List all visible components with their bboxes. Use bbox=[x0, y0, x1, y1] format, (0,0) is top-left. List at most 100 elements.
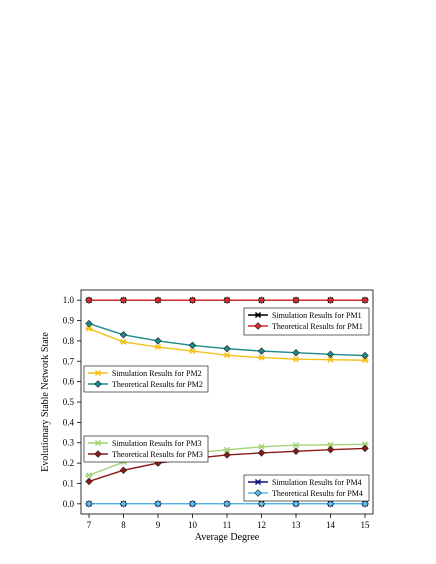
y-axis: 0.0 0.1 0.2 0.3 0.4 0.5 0.6 0.7 0.8 0.9 1.0 bbox=[63, 295, 81, 509]
data-point bbox=[188, 296, 197, 304]
data-point bbox=[85, 500, 93, 508]
data-point bbox=[292, 296, 300, 304]
y-tick-label: 0.0 bbox=[63, 499, 75, 509]
legend-label: Theoretical Results for PM4 bbox=[272, 489, 363, 498]
x-tick-label: 14 bbox=[326, 520, 336, 530]
data-point bbox=[361, 444, 369, 453]
data-point bbox=[361, 351, 369, 360]
legend-box bbox=[243, 474, 370, 502]
data-point bbox=[326, 500, 335, 508]
data-point bbox=[292, 356, 300, 363]
legend-label: Simulation Results for PM3 bbox=[112, 439, 202, 448]
data-point bbox=[154, 500, 162, 508]
data-point bbox=[223, 446, 231, 453]
data-point bbox=[119, 331, 128, 339]
data-point bbox=[188, 341, 197, 350]
data-point bbox=[188, 348, 197, 355]
data-point bbox=[188, 500, 197, 508]
y-tick-label: 0.4 bbox=[63, 417, 75, 427]
data-point bbox=[119, 466, 128, 474]
data-point bbox=[257, 500, 266, 508]
y-tick-label: 0.7 bbox=[63, 356, 75, 366]
data-point bbox=[326, 445, 335, 454]
data-point bbox=[257, 354, 266, 361]
y-tick-label: 1.0 bbox=[63, 295, 75, 305]
series-8 bbox=[85, 500, 369, 508]
legend-label: Simulation Results for PM2 bbox=[112, 369, 202, 378]
legend-4: Simulation Results for PM4 Theoretical Re… bbox=[243, 474, 370, 502]
series-4 bbox=[85, 319, 369, 360]
y-axis-title: Evolutionary Stable Network State bbox=[40, 332, 51, 472]
data-point bbox=[85, 472, 93, 479]
legend-2: Simulation Results for PM2 Theoretical Re… bbox=[83, 365, 209, 393]
legend-label: Theoretical Results for PM2 bbox=[112, 380, 203, 389]
legend-marker bbox=[94, 439, 102, 447]
x-axis: 7 8 9 10 11 12 13 14 15 bbox=[87, 514, 370, 530]
data-point bbox=[326, 356, 335, 363]
data-point bbox=[292, 442, 300, 449]
legend-layer: Simulation Results for PM1 Theoretical Re… bbox=[83, 307, 370, 502]
data-point bbox=[223, 451, 231, 459]
data-point bbox=[154, 337, 162, 345]
x-tick-label: 13 bbox=[292, 520, 302, 530]
data-point bbox=[223, 344, 231, 353]
y-tick-label: 0.9 bbox=[63, 316, 75, 326]
data-point bbox=[223, 500, 231, 508]
legend-marker bbox=[254, 322, 262, 330]
legend-label: Simulation Results for PM1 bbox=[272, 311, 362, 320]
x-tick-label: 7 bbox=[87, 520, 92, 530]
series-3 bbox=[85, 325, 369, 364]
legend-box bbox=[83, 365, 209, 393]
data-point bbox=[326, 350, 335, 359]
x-tick-label: 12 bbox=[257, 520, 266, 530]
x-tick-label: 11 bbox=[223, 520, 232, 530]
data-point bbox=[85, 325, 93, 332]
data-point bbox=[85, 319, 93, 328]
data-point bbox=[257, 443, 266, 450]
data-point bbox=[223, 296, 231, 304]
y-tick-label: 0.2 bbox=[63, 458, 74, 468]
data-point bbox=[85, 477, 93, 486]
data-point bbox=[257, 296, 266, 304]
data-point bbox=[361, 296, 369, 304]
data-point bbox=[85, 296, 93, 304]
data-point bbox=[119, 500, 128, 508]
x-tick-label: 15 bbox=[361, 520, 371, 530]
legend-marker bbox=[254, 478, 262, 486]
data-point bbox=[361, 500, 369, 508]
legend-label: Theoretical Results for PM3 bbox=[112, 450, 203, 459]
data-point bbox=[292, 447, 300, 456]
series-2 bbox=[85, 296, 369, 304]
data-point bbox=[326, 296, 335, 304]
x-axis-title: Average Degree bbox=[195, 532, 260, 543]
legend-marker bbox=[94, 450, 102, 458]
data-point bbox=[154, 343, 162, 351]
data-point bbox=[361, 357, 369, 364]
legend-marker bbox=[254, 311, 262, 319]
x-tick-label: 8 bbox=[121, 520, 126, 530]
data-point bbox=[292, 500, 300, 508]
legend-marker bbox=[94, 380, 102, 388]
x-tick-label: 9 bbox=[156, 520, 161, 530]
data-point bbox=[119, 296, 128, 304]
legend-label: Theoretical Results for PM1 bbox=[272, 322, 363, 331]
legend-marker bbox=[254, 489, 262, 497]
legend-marker bbox=[94, 369, 102, 377]
data-point bbox=[154, 296, 162, 304]
data-point bbox=[326, 441, 335, 448]
legend-box bbox=[243, 307, 370, 336]
y-tick-label: 0.8 bbox=[63, 336, 75, 346]
data-point bbox=[292, 348, 300, 357]
legend-label: Simulation Results for PM4 bbox=[272, 478, 362, 487]
data-point bbox=[257, 347, 266, 355]
legend-1: Simulation Results for PM1 Theoretical Re… bbox=[243, 307, 370, 336]
data-point bbox=[119, 338, 128, 345]
y-tick-label: 0.6 bbox=[63, 377, 75, 387]
y-tick-label: 0.1 bbox=[63, 478, 74, 488]
y-tick-label: 0.5 bbox=[63, 397, 75, 407]
legend-box bbox=[83, 435, 209, 463]
y-tick-label: 0.3 bbox=[63, 438, 75, 448]
data-point bbox=[257, 449, 266, 457]
data-point bbox=[223, 352, 231, 359]
